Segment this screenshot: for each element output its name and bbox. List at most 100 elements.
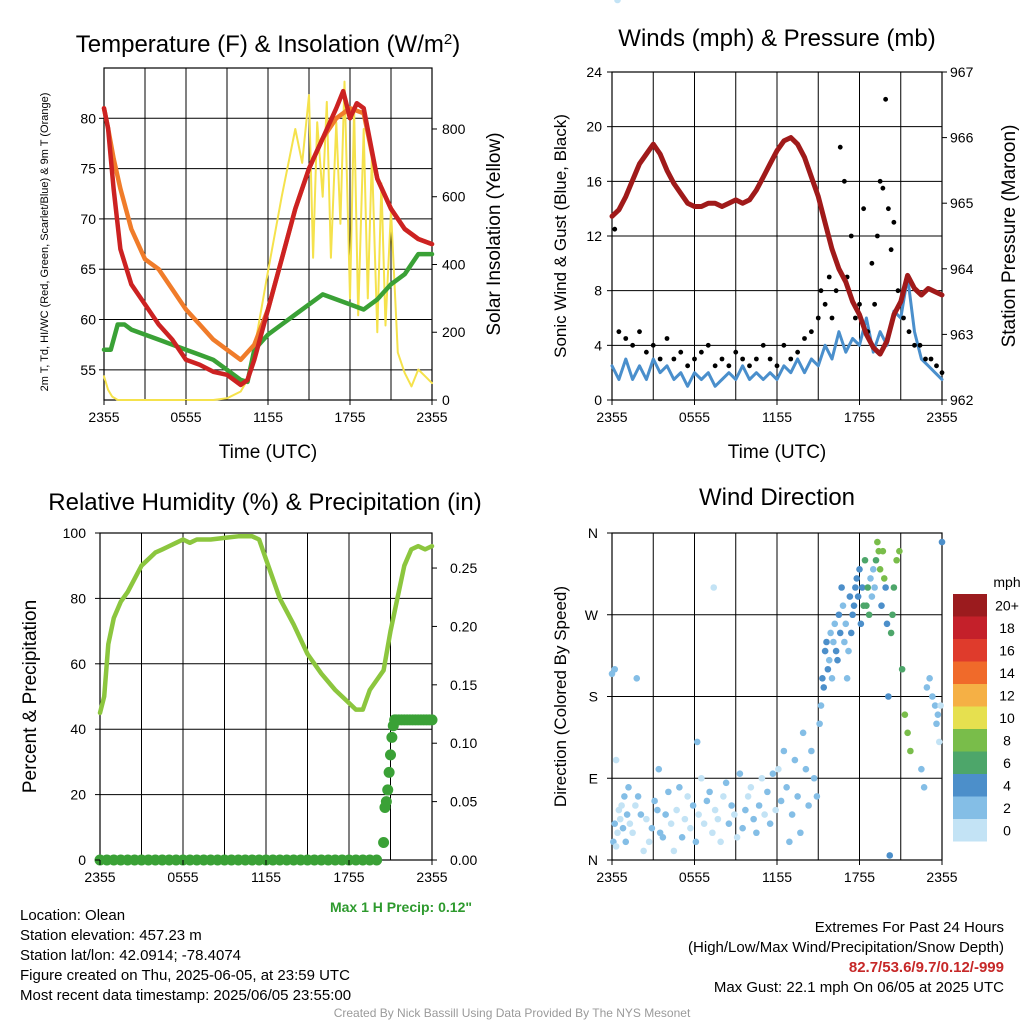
x-tick-label: 2355 <box>416 869 447 885</box>
direction-point <box>761 811 768 818</box>
panel-4-grid <box>611 532 943 861</box>
gust-point <box>815 315 821 321</box>
direction-point <box>667 820 675 827</box>
direction-point <box>614 0 621 4</box>
y2-tick-label: 963 <box>950 326 974 342</box>
direction-point <box>802 765 810 773</box>
direction-point <box>612 843 620 850</box>
direction-point <box>736 770 744 778</box>
direction-point <box>695 811 702 818</box>
gust-point <box>698 349 704 355</box>
gust-point <box>616 329 622 335</box>
direction-point <box>725 820 733 827</box>
gust-point <box>664 336 670 341</box>
direction-point <box>775 765 782 773</box>
gust-point <box>637 329 642 335</box>
direction-point <box>934 711 942 718</box>
direction-point <box>882 584 889 591</box>
direction-point <box>623 811 631 818</box>
y-tick-label: 40 <box>70 721 86 737</box>
direction-point <box>689 802 697 809</box>
y2-tick-label: 967 <box>950 64 974 80</box>
direction-point <box>662 811 669 818</box>
direction-point <box>681 815 689 823</box>
gust-point <box>726 363 732 369</box>
x-tick-label: 2355 <box>596 409 627 425</box>
gust-point <box>841 178 847 184</box>
x-tick-label: 1155 <box>251 869 281 885</box>
direction-point <box>687 824 694 832</box>
gust-point <box>848 233 854 239</box>
chart-title: Wind Direction <box>699 484 855 511</box>
direction-point <box>788 811 796 818</box>
direction-point <box>819 675 826 682</box>
direction-point <box>824 665 832 673</box>
colorbar-label: 4 <box>1003 777 1011 793</box>
direction-point <box>678 833 686 841</box>
gust-point <box>885 206 891 212</box>
direction-point <box>937 702 944 709</box>
precip-point <box>426 714 438 726</box>
x-axis-label: Time (UTC) <box>728 442 827 463</box>
y-axis-label: 2m T, Td, HI/WC (Red, Green, Scarlet/Blu… <box>39 93 51 392</box>
direction-point <box>772 806 779 814</box>
direction-point <box>827 629 834 637</box>
direction-point <box>791 756 799 764</box>
direction-point <box>769 770 777 778</box>
direction-point <box>621 793 628 800</box>
gust-point <box>895 288 901 294</box>
station-info: Location: Olean Station elevation: 457.2… <box>20 906 351 1006</box>
precip-annotation: Max 1 H Precip: 0.12" <box>330 899 472 915</box>
direction-point <box>693 738 701 746</box>
y-tick-label: 75 <box>80 161 96 177</box>
x-tick-label: 1155 <box>762 869 792 885</box>
direction-point <box>885 693 892 700</box>
chart-title: Relative Humidity (%) & Precipitation (i… <box>48 489 481 516</box>
gust-point <box>891 219 897 225</box>
direction-point <box>612 756 620 764</box>
direction-point <box>901 711 909 718</box>
colorbar-swatch <box>953 796 987 819</box>
gust-point <box>781 342 787 348</box>
x-tick-label: 0555 <box>679 869 710 885</box>
y-tick-label: N <box>588 525 598 541</box>
direction-point <box>831 620 839 628</box>
gust-point <box>901 315 906 321</box>
y2-tick-label: 0 <box>442 392 450 408</box>
direction-point <box>753 829 760 837</box>
precip-point <box>371 854 383 866</box>
direction-point <box>711 806 719 814</box>
direction-point <box>611 665 619 673</box>
y2-tick-label: 0.20 <box>450 618 477 634</box>
direction-point <box>889 611 896 619</box>
y-tick-label: 60 <box>80 312 96 328</box>
direction-point <box>920 784 928 791</box>
direction-points <box>608 0 946 859</box>
y-tick-label: W <box>585 607 599 623</box>
y-tick-label: 4 <box>594 337 602 353</box>
direction-point <box>731 811 738 818</box>
direction-point <box>629 829 636 837</box>
direction-point <box>698 774 705 782</box>
colorbar-swatch <box>953 706 987 729</box>
direction-point <box>625 784 632 791</box>
y-tick-label: 65 <box>80 261 96 277</box>
chart-title: Temperature (F) & Insolation (W/m2) <box>76 31 460 59</box>
gust-point <box>934 363 939 369</box>
y-axis-label: Percent & Precipitation <box>20 600 41 793</box>
gust-point <box>928 356 934 362</box>
y-tick-label: N <box>588 852 598 868</box>
direction-point <box>896 547 903 555</box>
x-tick-label: 2355 <box>596 869 627 885</box>
y-tick-label: 70 <box>80 211 96 227</box>
direction-point <box>828 675 836 682</box>
direction-point <box>728 802 735 809</box>
direction-point <box>758 774 766 782</box>
direction-point <box>854 593 862 600</box>
direction-point <box>835 611 843 619</box>
y-tick-label: 0 <box>78 852 86 868</box>
direction-point <box>673 806 680 814</box>
colorbar-label: 6 <box>1003 755 1011 771</box>
figure-created: Figure created on Thu, 2025-06-05, at 23… <box>20 967 350 984</box>
direction-point <box>843 675 851 682</box>
